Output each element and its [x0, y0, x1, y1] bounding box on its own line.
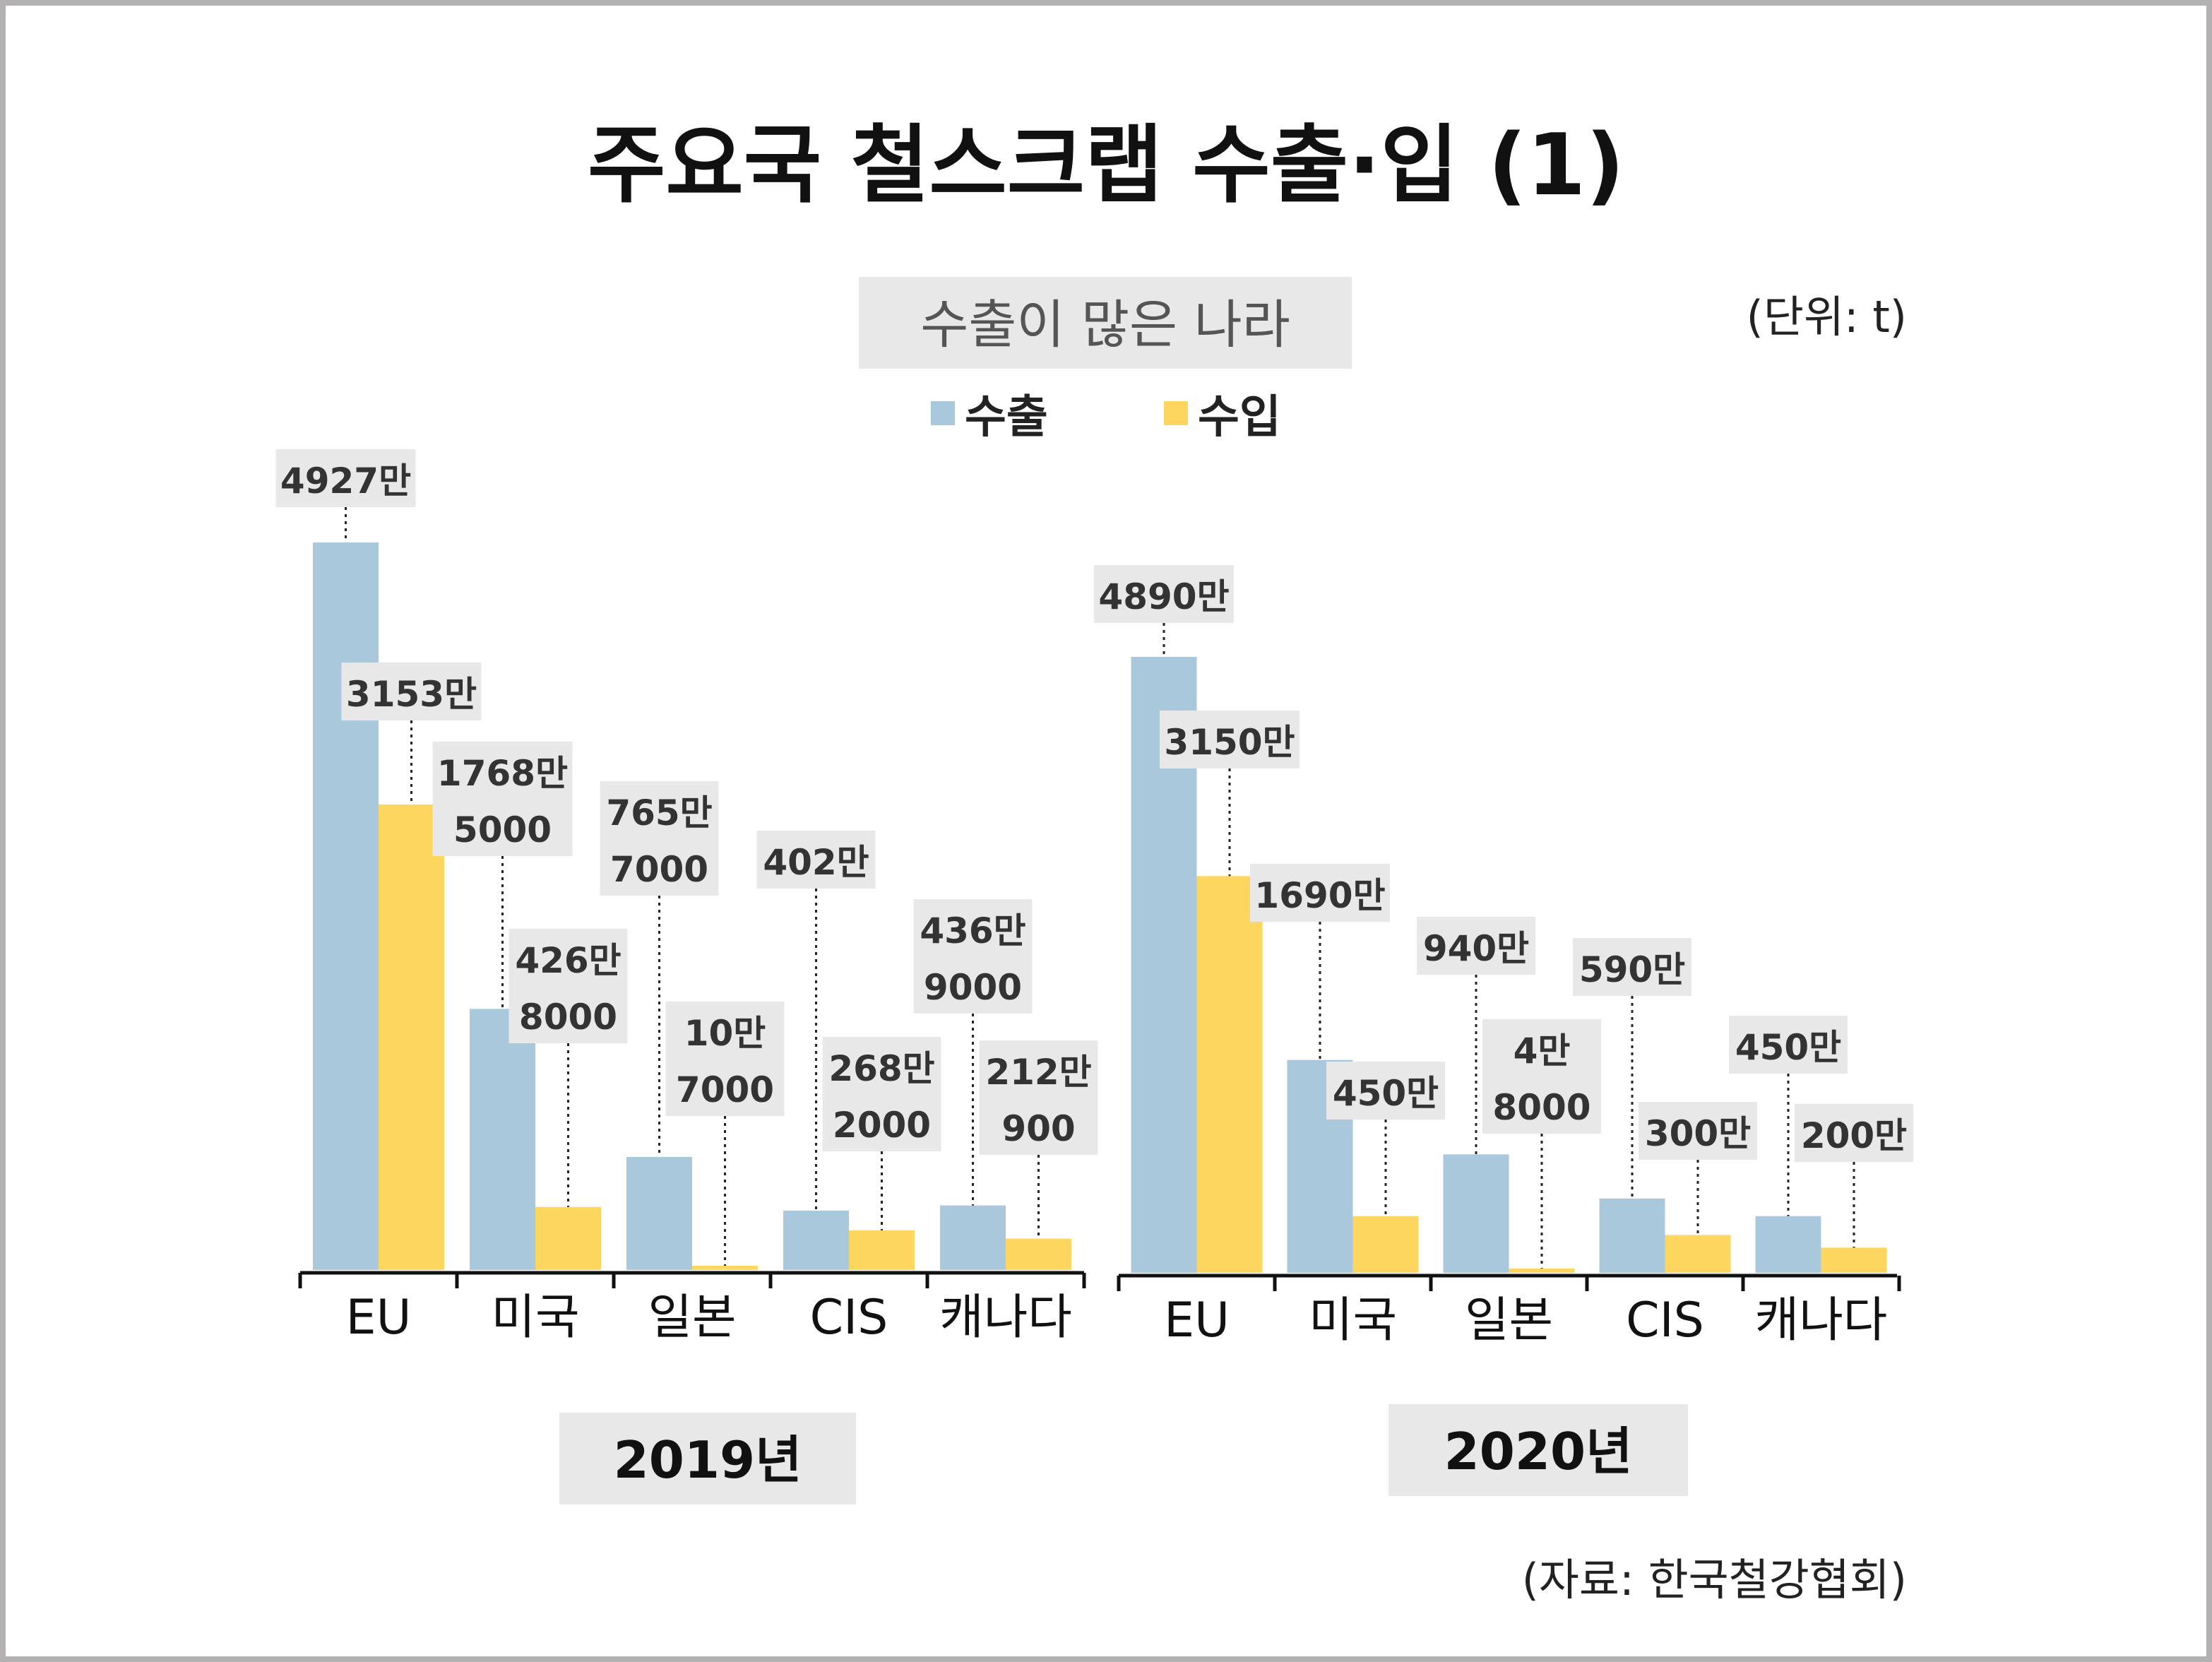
source-note: (자료: 한국철강협회): [1522, 1554, 1907, 1605]
data-label: 940만: [1423, 928, 1529, 969]
category-label: 일본: [1465, 1293, 1553, 1348]
data-label-box: [600, 781, 719, 896]
bar-export: [940, 1205, 1006, 1270]
bar-export: [313, 542, 379, 1270]
bar-export: [1599, 1198, 1665, 1273]
data-label: 268만: [828, 1048, 934, 1089]
category-label: EU: [1164, 1293, 1230, 1348]
data-label: 8000: [519, 997, 617, 1038]
data-label: 4890만: [1098, 576, 1229, 617]
data-label-box: [665, 1002, 785, 1116]
category-label: 캐나다: [939, 1290, 1072, 1346]
data-label: 450만: [1735, 1027, 1841, 1068]
data-label-box: [1795, 1104, 1913, 1162]
category-label: 미국: [491, 1290, 579, 1346]
data-label-box: [1417, 917, 1535, 975]
legend-swatch-import: [1164, 401, 1188, 425]
bar-import: [535, 1206, 601, 1270]
chart-title: 주요국 철스크랩 수출·입 (1): [588, 117, 1624, 215]
data-label-box: [341, 663, 482, 720]
data-label-box: [1326, 1062, 1445, 1120]
data-label: 1690만: [1254, 875, 1385, 916]
year-label: 2020년: [1444, 1422, 1633, 1481]
legend-label-export: 수출: [965, 391, 1048, 444]
bar-export: [1755, 1216, 1821, 1273]
bar-import: [1006, 1238, 1071, 1270]
data-label: 4만: [1514, 1031, 1571, 1072]
bar-import: [1665, 1235, 1731, 1273]
legend: 수출 수입: [931, 391, 1281, 444]
bar-export: [626, 1156, 692, 1270]
data-label: 765만: [606, 793, 712, 833]
data-label: 2000: [833, 1105, 931, 1146]
year-label: 2019년: [614, 1430, 802, 1490]
data-label-box: [979, 1040, 1098, 1155]
data-label-box: [756, 831, 876, 889]
data-label: 212만: [985, 1052, 1091, 1093]
data-label: 300만: [1645, 1113, 1751, 1154]
data-label: 1768만: [437, 753, 568, 794]
bar-import: [1352, 1216, 1419, 1273]
unit-label: (단위: t): [1747, 291, 1907, 343]
bar-export: [1443, 1154, 1509, 1273]
data-label: 7000: [610, 849, 708, 890]
bar-import: [1196, 876, 1263, 1273]
bar-import: [692, 1266, 758, 1270]
category-label: CIS: [810, 1290, 888, 1346]
data-label-box: [275, 449, 416, 507]
chart-subtitle: 수출이 많은 나라: [920, 295, 1290, 355]
data-label-box: [432, 742, 573, 856]
year-label-box: [1389, 1404, 1688, 1496]
data-label-box: [1250, 864, 1390, 922]
bar-import: [379, 804, 444, 1270]
data-label-box: [822, 1037, 941, 1151]
data-label: 450만: [1333, 1073, 1439, 1114]
data-label-box: [1573, 938, 1691, 996]
data-label: 200만: [1801, 1115, 1907, 1156]
data-label-box: [1639, 1102, 1757, 1160]
data-label: 402만: [763, 842, 869, 883]
category-label: 캐나다: [1755, 1293, 1888, 1348]
data-label: 10만: [684, 1013, 766, 1054]
data-label-box: [1482, 1019, 1601, 1134]
data-label: 426만: [515, 940, 621, 981]
data-label-box: [1160, 711, 1300, 768]
bar-import: [1821, 1247, 1887, 1273]
data-label-box: [1729, 1016, 1848, 1074]
data-label: 3153만: [346, 674, 477, 715]
category-label: 일본: [648, 1290, 736, 1346]
panel-1: 4927만 3153만 EU 1768만 5000 426만 8000 미국 765만 7000 1…: [275, 449, 1098, 1504]
data-label: 7000: [676, 1069, 774, 1110]
category-label: EU: [346, 1290, 412, 1346]
subtitle-box: [859, 277, 1352, 369]
data-label: 9000: [924, 967, 1022, 1008]
data-label: 3150만: [1164, 722, 1295, 763]
legend-swatch-export: [931, 401, 955, 425]
category-label: CIS: [1626, 1293, 1704, 1348]
data-label-box: [913, 899, 1033, 1014]
data-label-box: [509, 929, 628, 1043]
category-label: 미국: [1309, 1293, 1397, 1348]
data-label: 900: [1001, 1108, 1075, 1149]
bar-export: [470, 1009, 535, 1270]
year-label-box: [559, 1413, 856, 1504]
data-label: 5000: [453, 809, 552, 850]
bar-import: [849, 1230, 915, 1270]
plot-layer: 4927만 3153만 EU 1768만 5000 426만 8000 미국 765만 7000 1…: [275, 449, 1913, 1504]
bar-import: [1509, 1269, 1575, 1273]
data-label: 590만: [1579, 949, 1685, 990]
data-label: 8000: [1492, 1087, 1590, 1128]
legend-label-import: 수입: [1198, 391, 1281, 444]
bar-export: [783, 1210, 849, 1270]
data-label: 4927만: [280, 461, 411, 501]
data-label-box: [1094, 565, 1234, 623]
data-label: 436만: [920, 910, 1025, 951]
